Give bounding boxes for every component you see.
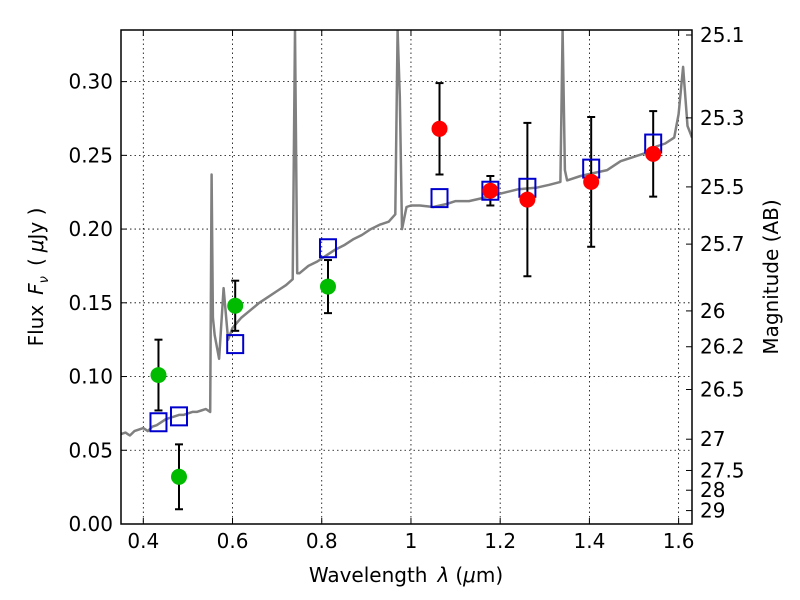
model-photometry-point: [430, 188, 449, 209]
x-tick-label: 0.8: [306, 529, 338, 553]
y2-tick-label: 25.5: [700, 175, 745, 199]
grid: [121, 30, 692, 525]
y2-axis-label: Magnitude (AB): [759, 199, 783, 354]
plot-area: [121, 30, 692, 511]
model-photometry-point: [226, 334, 245, 355]
x-axis-label: Wavelength λ (μm): [309, 563, 503, 587]
y2-tick-label: 29: [700, 499, 725, 523]
observed-green-point: [227, 297, 244, 314]
y2-tick-label: 25.3: [700, 106, 745, 130]
y-tick-label: 0.00: [68, 512, 113, 536]
x-tick-label: 1.6: [663, 529, 695, 553]
model-photometry-point: [318, 238, 337, 259]
y-axis-label: FluxFν(μJy ): [24, 208, 52, 347]
model-photometry-point: [149, 412, 168, 433]
y-tick-label: 0.25: [68, 143, 113, 167]
x-tick-label: 0.6: [217, 529, 249, 553]
observed-red-point: [431, 120, 448, 137]
observed-red-point: [482, 182, 499, 199]
x-tick-label: 1.2: [484, 529, 516, 553]
plot-frame: [120, 29, 693, 525]
observed-red-point: [645, 145, 662, 162]
y-tick-label: 0.30: [68, 70, 113, 94]
y-tick-label: 0.15: [68, 291, 113, 315]
spectrum-line: [121, 30, 692, 437]
y-tick-label: 0.10: [68, 365, 113, 389]
y2-tick-label: 27: [700, 427, 725, 451]
observed-green-point: [170, 468, 187, 485]
y2-tick-label: 25.7: [700, 232, 745, 256]
y2-tick-label: 26.2: [700, 335, 745, 359]
observed-red-point: [519, 191, 536, 208]
observed-red-point: [583, 173, 600, 190]
y2-tick-label: 28: [700, 478, 725, 502]
x-tick-label: 1: [405, 529, 418, 553]
axes-ticks: 0.4 0.6 0.8 1 1.2 1.4 1.6 0.00 0.05 0.10 0.15 0.20 0…: [68, 23, 744, 553]
x-tick-label: 1.4: [573, 529, 605, 553]
x-tick-label: 0.4: [127, 529, 159, 553]
observed-green-point: [319, 278, 336, 295]
y-tick-label: 0.05: [68, 438, 113, 462]
y2-tick-label: 26.5: [700, 378, 745, 402]
y-tick-label: 0.20: [68, 217, 113, 241]
y2-tick-label: 27.5: [700, 458, 745, 482]
y2-tick-label: 26: [700, 299, 725, 323]
observed-green-point: [150, 367, 167, 384]
series-group: [121, 30, 692, 437]
y2-tick-label: 25.1: [700, 23, 745, 47]
model-photometry-point: [169, 406, 188, 427]
